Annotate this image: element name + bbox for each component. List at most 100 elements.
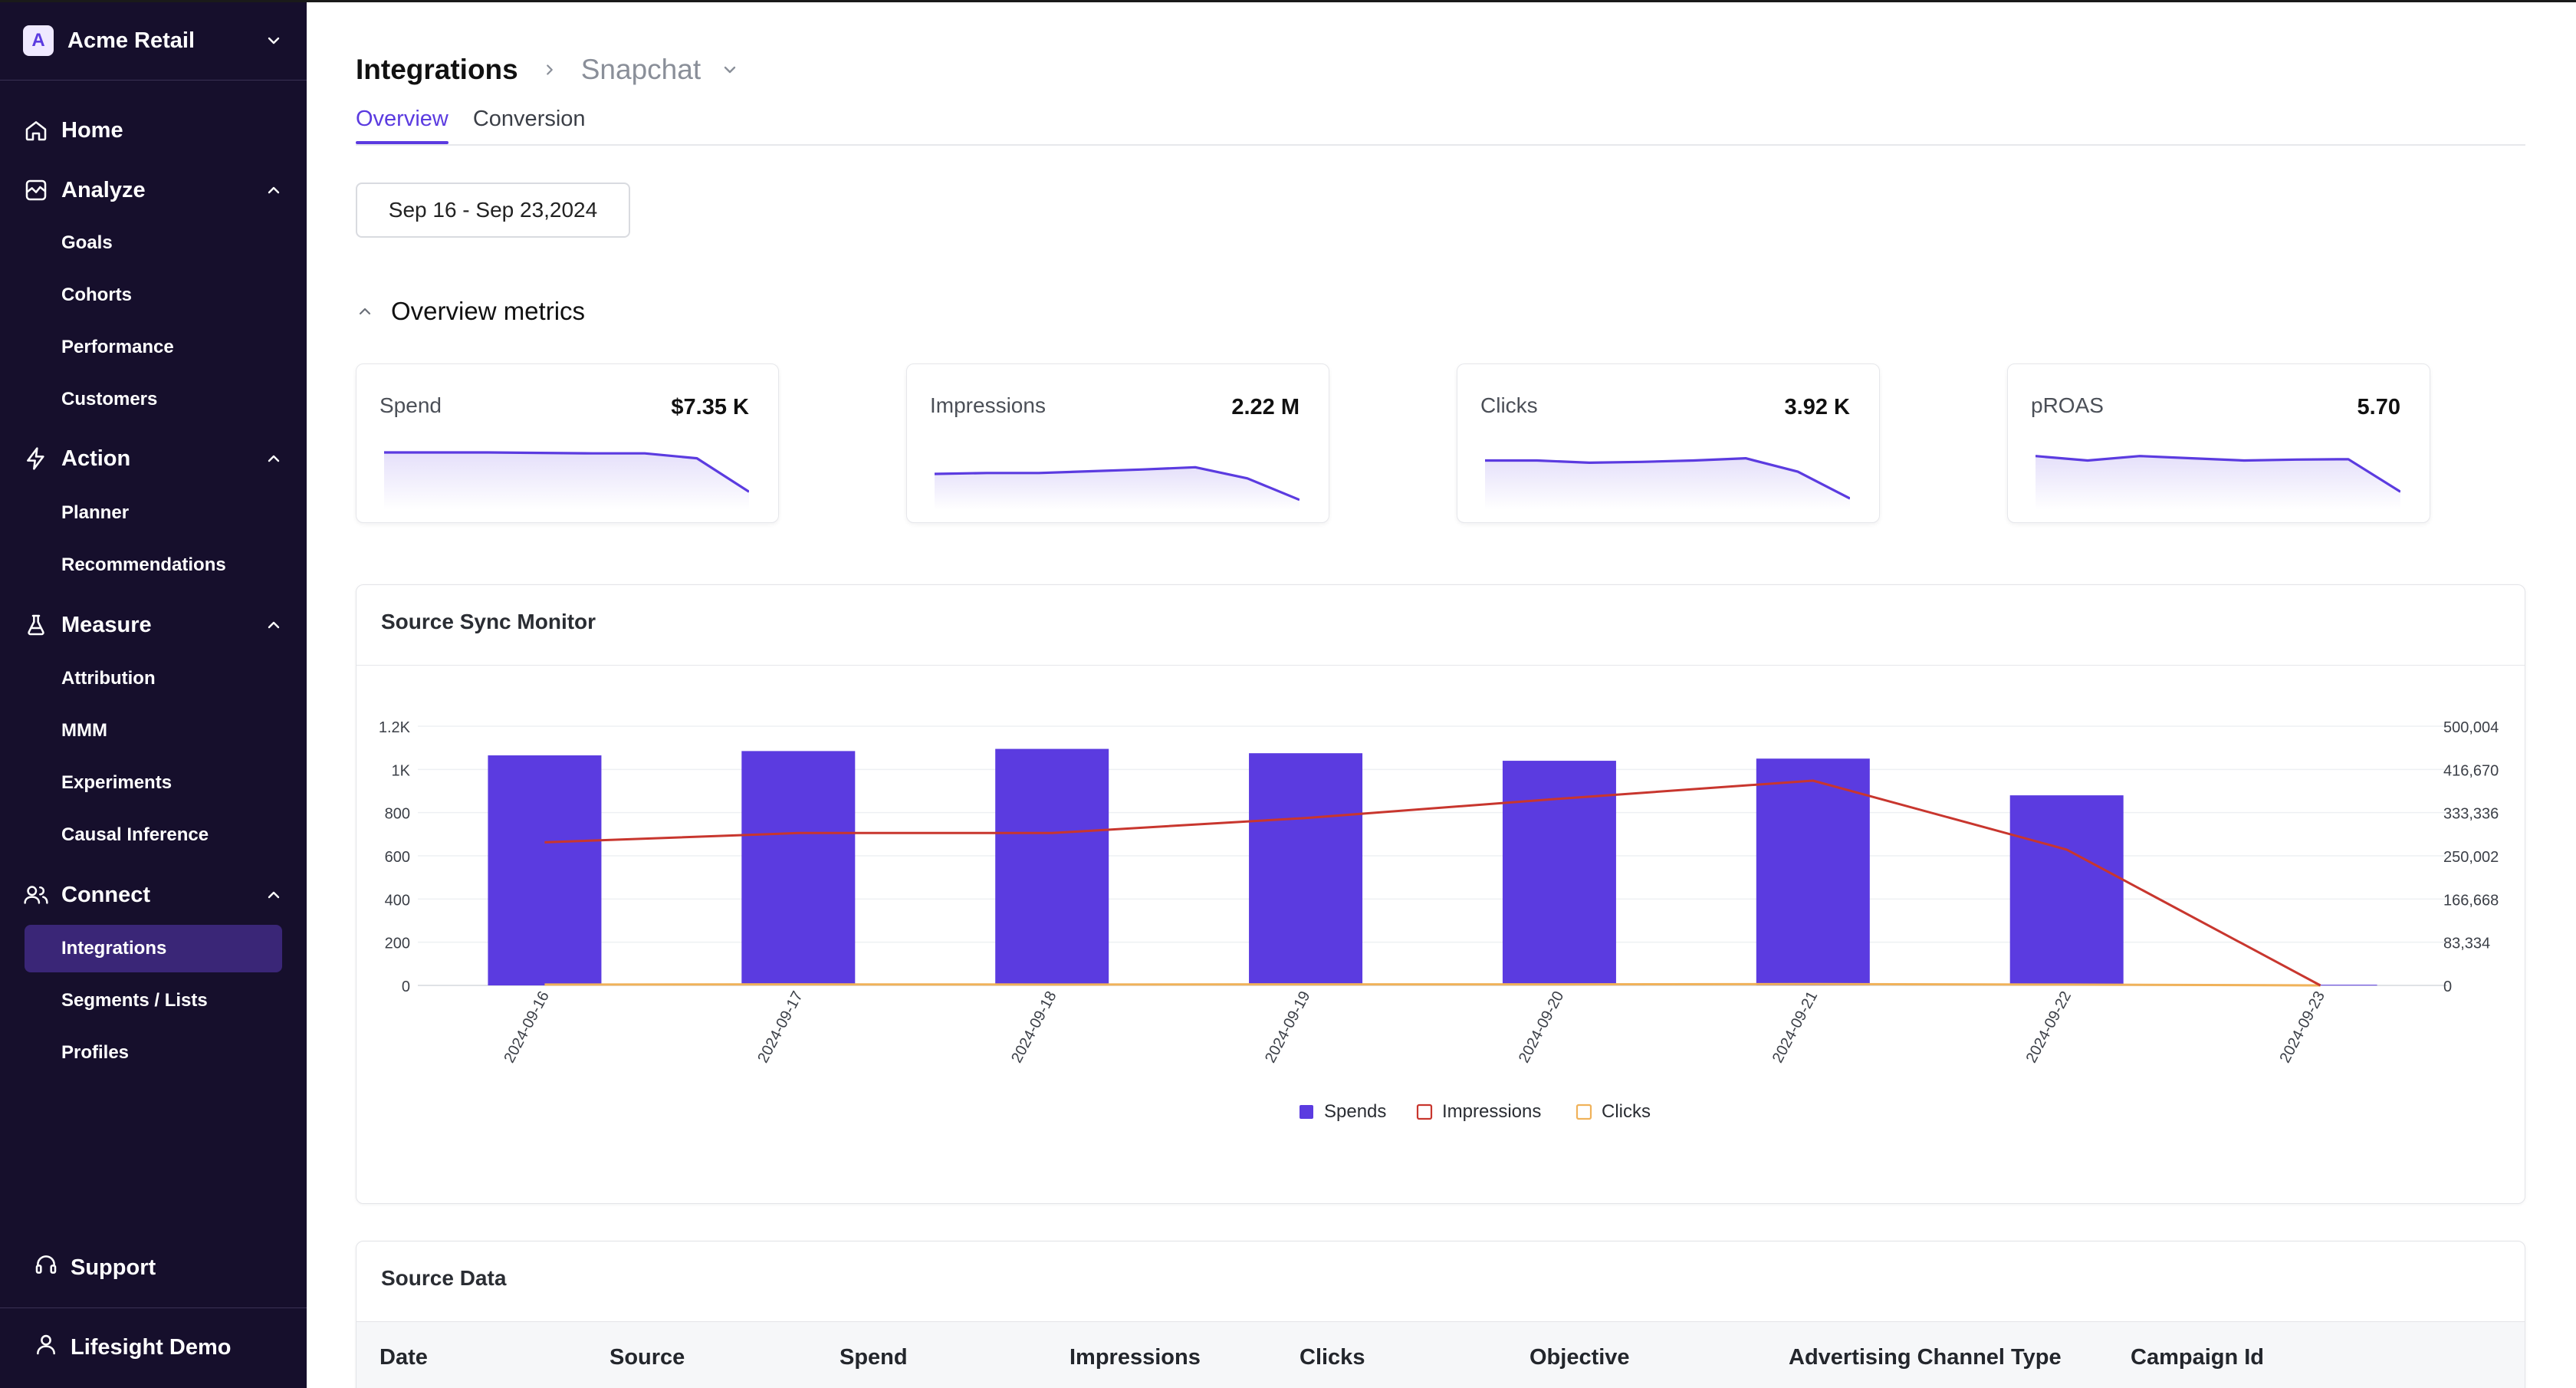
metric-value: 2.22 M (1231, 395, 1300, 419)
breadcrumb-current[interactable]: Snapchat (580, 54, 702, 85)
bar-spends[interactable] (1502, 761, 1616, 985)
bar-spends[interactable] (1249, 753, 1363, 985)
sidebar-divider (0, 1307, 307, 1308)
y-right-tick-label: 500,004 (2443, 719, 2499, 736)
legend-swatch[interactable] (1576, 1103, 1592, 1120)
sparkline-line (2036, 455, 2400, 493)
user-name: Lifesight Demo (71, 1334, 232, 1360)
y-left-tick-label: 600 (385, 849, 410, 866)
tabs-divider (356, 144, 2525, 146)
metric-card-spend[interactable]: Spend $7.35 K (356, 363, 779, 523)
chevron-down-icon (264, 31, 284, 51)
sparkline-line (384, 451, 749, 493)
metric-label: pROAS (2031, 393, 2104, 417)
legend-swatch[interactable] (1416, 1103, 1433, 1120)
metric-card-proas[interactable]: pROAS 5.70 (2007, 363, 2430, 523)
y-left-tick-label: 1.2K (379, 719, 411, 736)
line-impressions (544, 779, 2321, 987)
column-header-date[interactable]: Date (380, 1345, 428, 1370)
sidebar-item-goals[interactable]: Goals (61, 232, 113, 253)
sidebar-item-home[interactable]: Home (23, 107, 284, 153)
home-icon (23, 117, 49, 143)
sidebar-item-planner[interactable]: Planner (61, 502, 130, 523)
panel-title: Source Sync Monitor (381, 610, 596, 633)
legend-swatch[interactable] (1300, 1105, 1313, 1119)
bar-spends[interactable] (2009, 795, 2124, 985)
sidebar-item-mmm[interactable]: MMM (61, 720, 107, 741)
tab-overview[interactable]: Overview (356, 103, 449, 144)
y-right-tick-label: 166,668 (2443, 892, 2499, 909)
sidebar-item-attribution[interactable]: Attribution (61, 668, 156, 689)
sparkline (2036, 455, 2400, 510)
legend-label[interactable]: Spends (1324, 1101, 1386, 1122)
metric-card-clicks[interactable]: Clicks 3.92 K (1457, 363, 1880, 523)
sidebar-item-experiments[interactable]: Experiments (61, 772, 172, 793)
panel-title: Source Data (381, 1266, 507, 1290)
sparkline-area (384, 452, 749, 510)
sidebar-section-measure[interactable]: Measure (23, 602, 284, 648)
sidebar-item-causal-inference[interactable]: Causal Inference (61, 824, 209, 845)
column-header-impressions[interactable]: Impressions (1070, 1345, 1201, 1370)
x-tick-label: 2024-09-16 (501, 988, 552, 1066)
bar-spends[interactable] (995, 748, 1109, 985)
tab-bar: Overview Conversion (356, 103, 610, 144)
tab-conversion[interactable]: Conversion (472, 107, 586, 131)
bar-spends[interactable] (1756, 758, 1870, 985)
sidebar-item-label: Home (61, 117, 123, 143)
column-header-campaign-id[interactable]: Campaign Id (2131, 1345, 2265, 1370)
x-tick-label: 2024-09-19 (1262, 988, 1313, 1066)
panel-divider (356, 665, 2525, 666)
column-header-clicks[interactable]: Clicks (1300, 1345, 1365, 1370)
metric-card-impressions[interactable]: Impressions 2.22 M (906, 363, 1329, 523)
chevron-up-icon (264, 615, 284, 635)
breadcrumb-root[interactable]: Integrations (356, 54, 518, 85)
org-switcher[interactable]: A Acme Retail (23, 23, 284, 58)
sidebar-section-label: Action (61, 446, 131, 471)
y-right-tick-label: 0 (2443, 979, 2452, 995)
sync-chart: 1.2K 500,004 1K 416,670 800 333,336 600 250,002… (379, 719, 2499, 1122)
sidebar-item-segments-lists[interactable]: Segments / Lists (61, 990, 208, 1011)
column-header-source[interactable]: Source (610, 1345, 685, 1370)
chevron-up-icon (356, 302, 382, 321)
y-left-tick-label: 800 (385, 806, 410, 823)
sparkline-line (935, 465, 1300, 502)
sidebar: A Acme Retail Home Analyze Goals Cohorts… (0, 0, 307, 1388)
legend-label[interactable]: Impressions (1442, 1101, 1541, 1122)
sidebar-item-integrations[interactable]: Integrations (25, 925, 282, 972)
column-header-objective[interactable]: Objective (1530, 1345, 1630, 1370)
sidebar-section-connect[interactable]: Connect (23, 872, 284, 918)
chevron-up-icon (264, 449, 284, 469)
sidebar-item-cohorts[interactable]: Cohorts (61, 285, 132, 305)
sidebar-item-recommendations[interactable]: Recommendations (61, 554, 226, 575)
bar-spends[interactable] (741, 751, 856, 985)
source-data-panel: Source Data Date Source Spend Impression… (356, 1241, 2525, 1388)
chevron-down-icon[interactable] (721, 61, 739, 79)
overview-toggle[interactable]: Overview metrics (356, 294, 585, 328)
user-menu[interactable]: Lifesight Demo (34, 1328, 231, 1367)
date-range-picker[interactable]: Sep 16 - Sep 23,2024 (356, 183, 630, 238)
sidebar-section-analyze[interactable]: Analyze (23, 167, 284, 213)
x-tick-label: 2024-09-20 (1516, 988, 1567, 1066)
sparkline (935, 465, 1300, 510)
column-header-advertising-channel-type[interactable]: Advertising Channel Type (1789, 1345, 2062, 1370)
sparkline-area (2036, 456, 2400, 510)
sidebar-item-performance[interactable]: Performance (61, 337, 174, 357)
line-clicks (544, 982, 2321, 987)
org-name: Acme Retail (67, 28, 196, 53)
analyze-icon (23, 177, 49, 203)
x-tick-label: 2024-09-22 (2023, 988, 2075, 1066)
legend-label[interactable]: Clicks (1602, 1101, 1651, 1122)
y-right-tick-label: 333,336 (2443, 806, 2499, 823)
bar-spends[interactable] (488, 755, 602, 985)
sidebar-item-profiles[interactable]: Profiles (61, 1042, 130, 1063)
top-border (0, 0, 2576, 2)
x-tick-label: 2024-09-23 (2277, 988, 2328, 1066)
support-link[interactable]: Support (34, 1248, 156, 1287)
y-left-tick-label: 1K (392, 762, 411, 779)
metric-label: Clicks (1480, 393, 1538, 417)
sidebar-item-customers[interactable]: Customers (61, 389, 158, 409)
sidebar-section-action[interactable]: Action (23, 436, 284, 482)
y-left-tick-label: 400 (385, 892, 410, 909)
x-tick-label: 2024-09-21 (1769, 988, 1821, 1066)
column-header-spend[interactable]: Spend (840, 1345, 908, 1370)
